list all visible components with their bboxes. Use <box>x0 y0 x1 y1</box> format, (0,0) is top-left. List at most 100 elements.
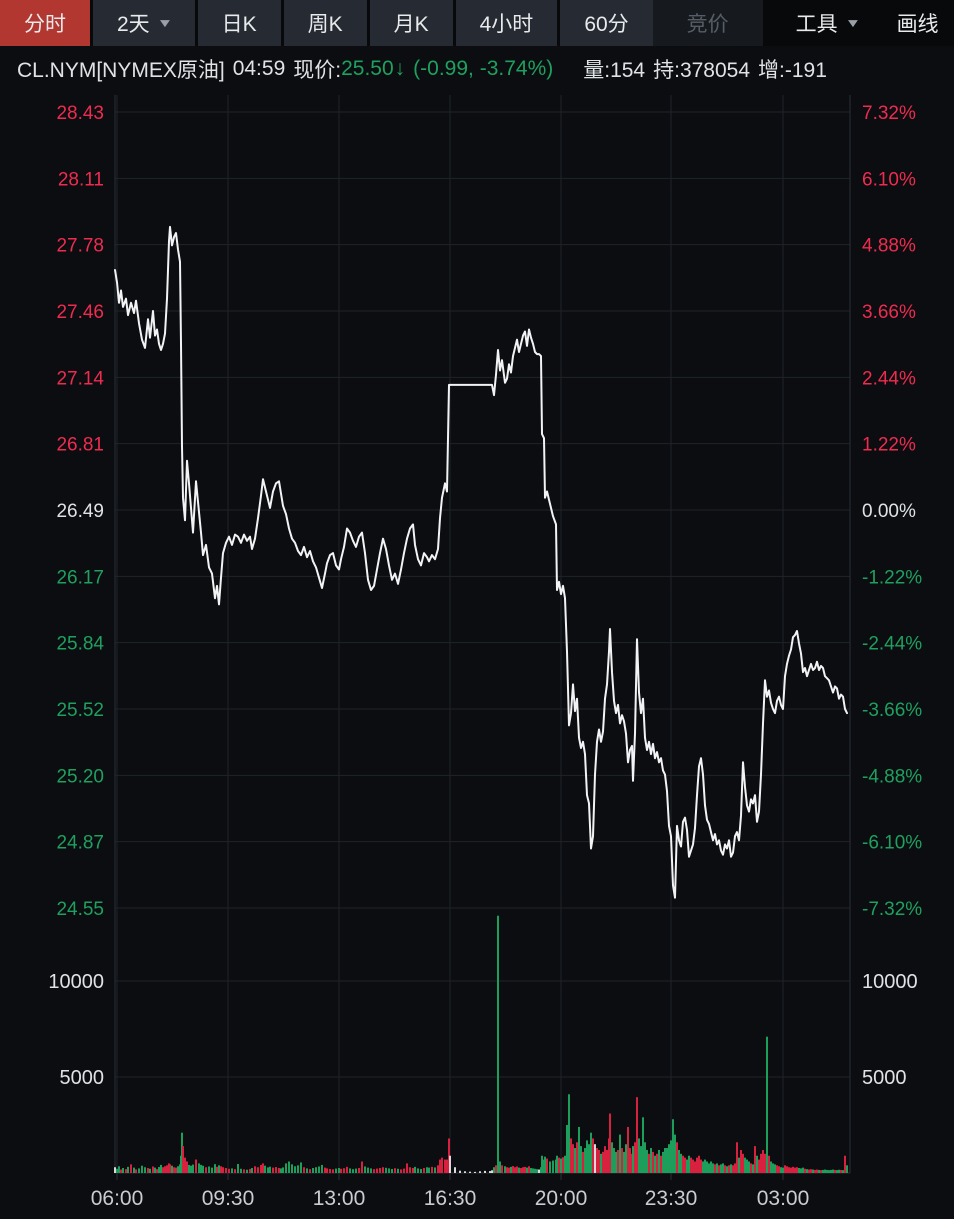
volume-bar <box>171 1165 173 1173</box>
tab-daily[interactable]: 日K <box>197 0 281 46</box>
volume-bar <box>584 1148 586 1173</box>
volume-bar <box>794 1167 796 1173</box>
volume-bar <box>449 1155 451 1173</box>
volume-axis-label-left: 5000 <box>60 1067 105 1089</box>
tab-label: 分时 <box>24 13 66 36</box>
volume-bar <box>441 1157 443 1173</box>
volume-bar <box>506 1167 508 1173</box>
volume-bar <box>549 1161 551 1173</box>
volume-bar <box>742 1153 744 1173</box>
volume-bar <box>514 1167 516 1173</box>
tab-minute[interactable]: 分时 <box>0 0 90 46</box>
volume-bar <box>738 1157 740 1173</box>
percent-axis-label: -3.66% <box>862 700 922 721</box>
volume-bar <box>762 1149 764 1173</box>
percent-axis-label: 1.22% <box>862 435 916 456</box>
volume-bar <box>285 1163 287 1173</box>
volume-bar <box>220 1166 222 1173</box>
volume-bar <box>294 1166 296 1173</box>
volume-bar <box>260 1164 262 1173</box>
volume-bar <box>428 1167 430 1173</box>
time-axis-label: 03:00 <box>757 1187 810 1210</box>
tab-monthly[interactable]: 月K <box>369 0 453 46</box>
last-price-label: 现价: <box>293 59 342 82</box>
button-draw[interactable]: 画线 <box>878 0 954 46</box>
volume-bar <box>409 1167 411 1173</box>
volume-bar <box>682 1155 684 1173</box>
volume-bar <box>668 1144 670 1173</box>
volume-bar <box>251 1168 253 1173</box>
tab-2day[interactable]: 2天 ▼ <box>93 0 195 46</box>
trade-volume: 量:154 <box>583 59 646 82</box>
volume-bar <box>588 1144 590 1173</box>
volume-bar <box>706 1161 708 1173</box>
volume-bar <box>479 1171 481 1173</box>
volume-bar <box>760 1153 762 1173</box>
volume-bar <box>690 1157 692 1173</box>
time-axis-label: 06:00 <box>91 1187 144 1210</box>
axis-labels: 28.43 28.11 27.78 27.46 27.14 26.81 26.49 26.17… <box>48 103 922 1210</box>
volume-bar <box>338 1168 340 1173</box>
volume-bar <box>640 1146 642 1173</box>
volume-bar <box>324 1167 326 1173</box>
volume-bar <box>190 1165 192 1173</box>
volume-bar <box>303 1167 305 1173</box>
volume-bar <box>373 1169 375 1173</box>
time-axis-label: 13:00 <box>313 1187 366 1210</box>
volume-bar <box>414 1166 416 1173</box>
volume-axis-label-right: 10000 <box>862 971 918 993</box>
tab-4hour[interactable]: 4小时 <box>455 0 558 46</box>
tab-60min[interactable]: 60分 <box>560 0 653 46</box>
volume-bar <box>558 1157 560 1173</box>
volume-bar <box>160 1164 162 1173</box>
volume-bar <box>133 1167 135 1173</box>
volume-bar <box>830 1169 832 1173</box>
volume-bar <box>692 1159 694 1173</box>
volume-bar <box>312 1168 314 1173</box>
volume-bar <box>493 1167 495 1173</box>
volume-bar <box>164 1166 166 1173</box>
volume-bar <box>662 1151 664 1173</box>
volume-bar <box>162 1167 164 1173</box>
volume-bar <box>184 1157 186 1173</box>
tab-weekly[interactable]: 周K <box>283 0 367 46</box>
price-axis-label: 27.14 <box>56 368 104 389</box>
volume-bar <box>446 1159 448 1173</box>
volume-bar <box>804 1168 806 1173</box>
volume-bar <box>306 1168 308 1173</box>
volume-bar <box>288 1161 290 1173</box>
volume-bar <box>834 1169 836 1173</box>
price-change: (-0.99, -3.74%) <box>413 57 554 80</box>
volume-bar <box>524 1166 526 1173</box>
tab-label: 60分 <box>584 13 629 36</box>
volume-bar <box>598 1149 600 1173</box>
volume-bar <box>844 1155 846 1173</box>
percent-axis-label: -6.10% <box>862 833 922 854</box>
volume-bar <box>291 1164 293 1173</box>
volume-bar <box>566 1125 568 1173</box>
volume-bar <box>744 1157 746 1173</box>
volume-bar <box>318 1166 320 1173</box>
volume-bar <box>776 1165 778 1173</box>
volume-bar <box>156 1169 158 1173</box>
time-axis-label: 23:30 <box>645 1187 698 1210</box>
volume-bar <box>621 1148 623 1173</box>
volume-bar <box>397 1168 399 1173</box>
volume-bar <box>684 1157 686 1173</box>
gridlines <box>115 95 850 1173</box>
volume-bar <box>352 1169 354 1173</box>
volume-axis-label-left: 10000 <box>48 971 104 993</box>
percent-axis-label: 2.44% <box>862 368 916 389</box>
percent-axis-label: -1.22% <box>862 567 922 588</box>
button-tools[interactable]: 工具 ▼ <box>777 0 878 46</box>
volume-bar <box>796 1167 798 1173</box>
volume-bar <box>730 1164 732 1173</box>
price-pane <box>114 225 848 899</box>
volume-bar <box>623 1151 625 1173</box>
volume-bar <box>556 1155 558 1173</box>
volume-bar <box>382 1167 384 1173</box>
volume-bar <box>615 1151 617 1173</box>
chart-canvas[interactable]: 28.43 28.11 27.78 27.46 27.14 26.81 26.49 26.17… <box>0 92 954 1214</box>
volume-bar <box>764 1153 766 1173</box>
button-label: 画线 <box>896 13 939 36</box>
